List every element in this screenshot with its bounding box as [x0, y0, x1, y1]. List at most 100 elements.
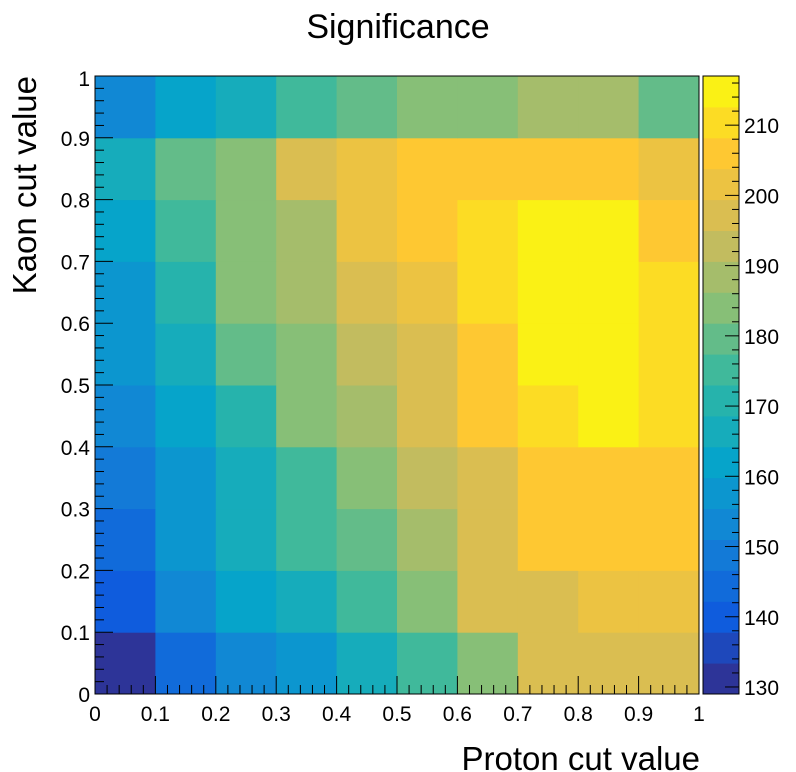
heatmap-cell	[276, 137, 338, 201]
heatmap-cell	[638, 385, 700, 448]
heatmap-cell	[155, 632, 217, 695]
y-tick-label: 0	[78, 684, 90, 707]
z-tick-label: 130	[744, 677, 779, 700]
heatmap-cell	[638, 570, 700, 633]
heatmap-cell	[155, 323, 217, 386]
heatmap-cell	[638, 137, 700, 201]
heatmap-cell	[457, 446, 519, 510]
palette-swatch	[703, 230, 739, 262]
palette-swatch	[703, 570, 739, 602]
heatmap-cell	[215, 446, 277, 510]
heatmap-cell	[578, 508, 640, 571]
heatmap-cell	[578, 76, 640, 139]
heatmap-cell	[276, 385, 338, 448]
x-axis-title: Proton cut value	[462, 740, 700, 772]
heatmap-cell	[457, 261, 519, 324]
x-tick-label: 0.1	[141, 703, 170, 726]
color-scale-ticks: 130 140 150 160 170 180 190 200 210	[725, 82, 779, 700]
heatmap-cell	[397, 199, 458, 262]
heatmap-cell	[95, 570, 156, 633]
palette-swatch	[703, 632, 739, 664]
heatmap-cell	[276, 570, 338, 633]
y-tick-label: 0.6	[61, 313, 90, 336]
heatmap-cell	[638, 323, 700, 386]
heatmap-cell	[457, 508, 519, 571]
x-axis-ticks: 0 0.1 0.2 0.3 0.4 0.5 0.6 0.7 0.8 0.9 1	[89, 676, 705, 726]
y-tick-label: 0.2	[61, 560, 90, 583]
heatmap-cell	[215, 137, 277, 201]
heatmap-cell	[155, 137, 217, 201]
z-tick-label: 170	[744, 396, 779, 419]
x-tick-label: 0.8	[564, 703, 593, 726]
heatmap-cell	[155, 446, 217, 510]
x-tick-label: 0.3	[262, 703, 291, 726]
palette-swatch	[703, 415, 739, 448]
heatmap-cell	[397, 632, 458, 695]
heatmap-cell	[95, 199, 156, 262]
y-tick-label: 0.1	[61, 622, 90, 645]
heatmap-cell	[276, 508, 338, 571]
y-tick-label: 0.3	[61, 499, 90, 522]
heatmap-cell	[336, 199, 398, 262]
x-tick-label: 0.4	[322, 703, 352, 726]
heatmap-cell	[517, 446, 579, 510]
y-axis-ticks: 0 0.1 0.2 0.3 0.4 0.5 0.6 0.7 0.8 0.9 1	[61, 68, 113, 707]
heatmap-cell	[276, 446, 338, 510]
heatmap-cell	[638, 508, 700, 571]
heatmap-cell	[638, 446, 700, 510]
heatmap-cell	[276, 632, 338, 695]
heatmap-cell	[95, 137, 156, 201]
heatmap-cell	[397, 508, 458, 571]
heatmap-cell	[397, 261, 458, 324]
y-tick-label: 1	[78, 68, 90, 91]
heatmap-cell	[517, 261, 579, 324]
heatmap-cell	[336, 446, 398, 510]
heatmap-cell	[578, 446, 640, 510]
heatmap-cell	[95, 76, 156, 139]
heatmap-cell	[457, 76, 519, 139]
heatmap-cell	[215, 323, 277, 386]
heatmap-cell	[336, 76, 398, 139]
heatmap-cell	[215, 632, 277, 695]
heatmap-cell	[397, 323, 458, 386]
heatmap-cell	[215, 570, 277, 633]
heatmap-cell	[578, 323, 640, 386]
heatmap-cell	[155, 261, 217, 324]
y-tick-label: 0.7	[61, 251, 90, 274]
heatmap-cell	[517, 76, 579, 139]
heatmap-cell	[336, 385, 398, 448]
heatmap-cell	[155, 508, 217, 571]
color-palette-bar	[702, 75, 740, 695]
heatmap-cell	[578, 199, 640, 262]
palette-swatch	[703, 385, 739, 417]
y-tick-label: 0.4	[61, 437, 91, 460]
heatmap-cell	[336, 570, 398, 633]
heatmap-cell	[397, 446, 458, 510]
x-tick-label: 0.9	[624, 703, 653, 726]
heatmap-cell	[457, 137, 519, 201]
y-tick-label: 0.5	[61, 375, 90, 398]
heatmap-cell	[578, 261, 640, 324]
heatmap-cell	[638, 261, 700, 324]
x-tick-label: 0.7	[503, 703, 532, 726]
x-tick-label: 0	[89, 703, 101, 726]
heatmap-cell	[578, 632, 640, 695]
heatmap-cell	[397, 570, 458, 633]
heatmap-cell	[578, 385, 640, 448]
heatmap-cell	[457, 323, 519, 386]
x-tick-label: 0.5	[382, 703, 411, 726]
z-tick-label: 150	[744, 537, 779, 560]
heatmap-cell	[215, 261, 277, 324]
palette-swatch	[703, 199, 739, 231]
palette-swatch	[703, 106, 739, 139]
z-tick-label: 140	[744, 607, 779, 630]
heatmap-cell	[95, 261, 156, 324]
heatmap-cell	[336, 261, 398, 324]
z-tick-label: 200	[744, 185, 779, 208]
heatmap-cell	[276, 261, 338, 324]
z-tick-label: 180	[744, 326, 779, 349]
heatmap-cell	[397, 137, 458, 201]
heatmap-cell	[95, 323, 156, 386]
heatmap-cell	[215, 385, 277, 448]
heatmap-cell	[155, 385, 217, 448]
